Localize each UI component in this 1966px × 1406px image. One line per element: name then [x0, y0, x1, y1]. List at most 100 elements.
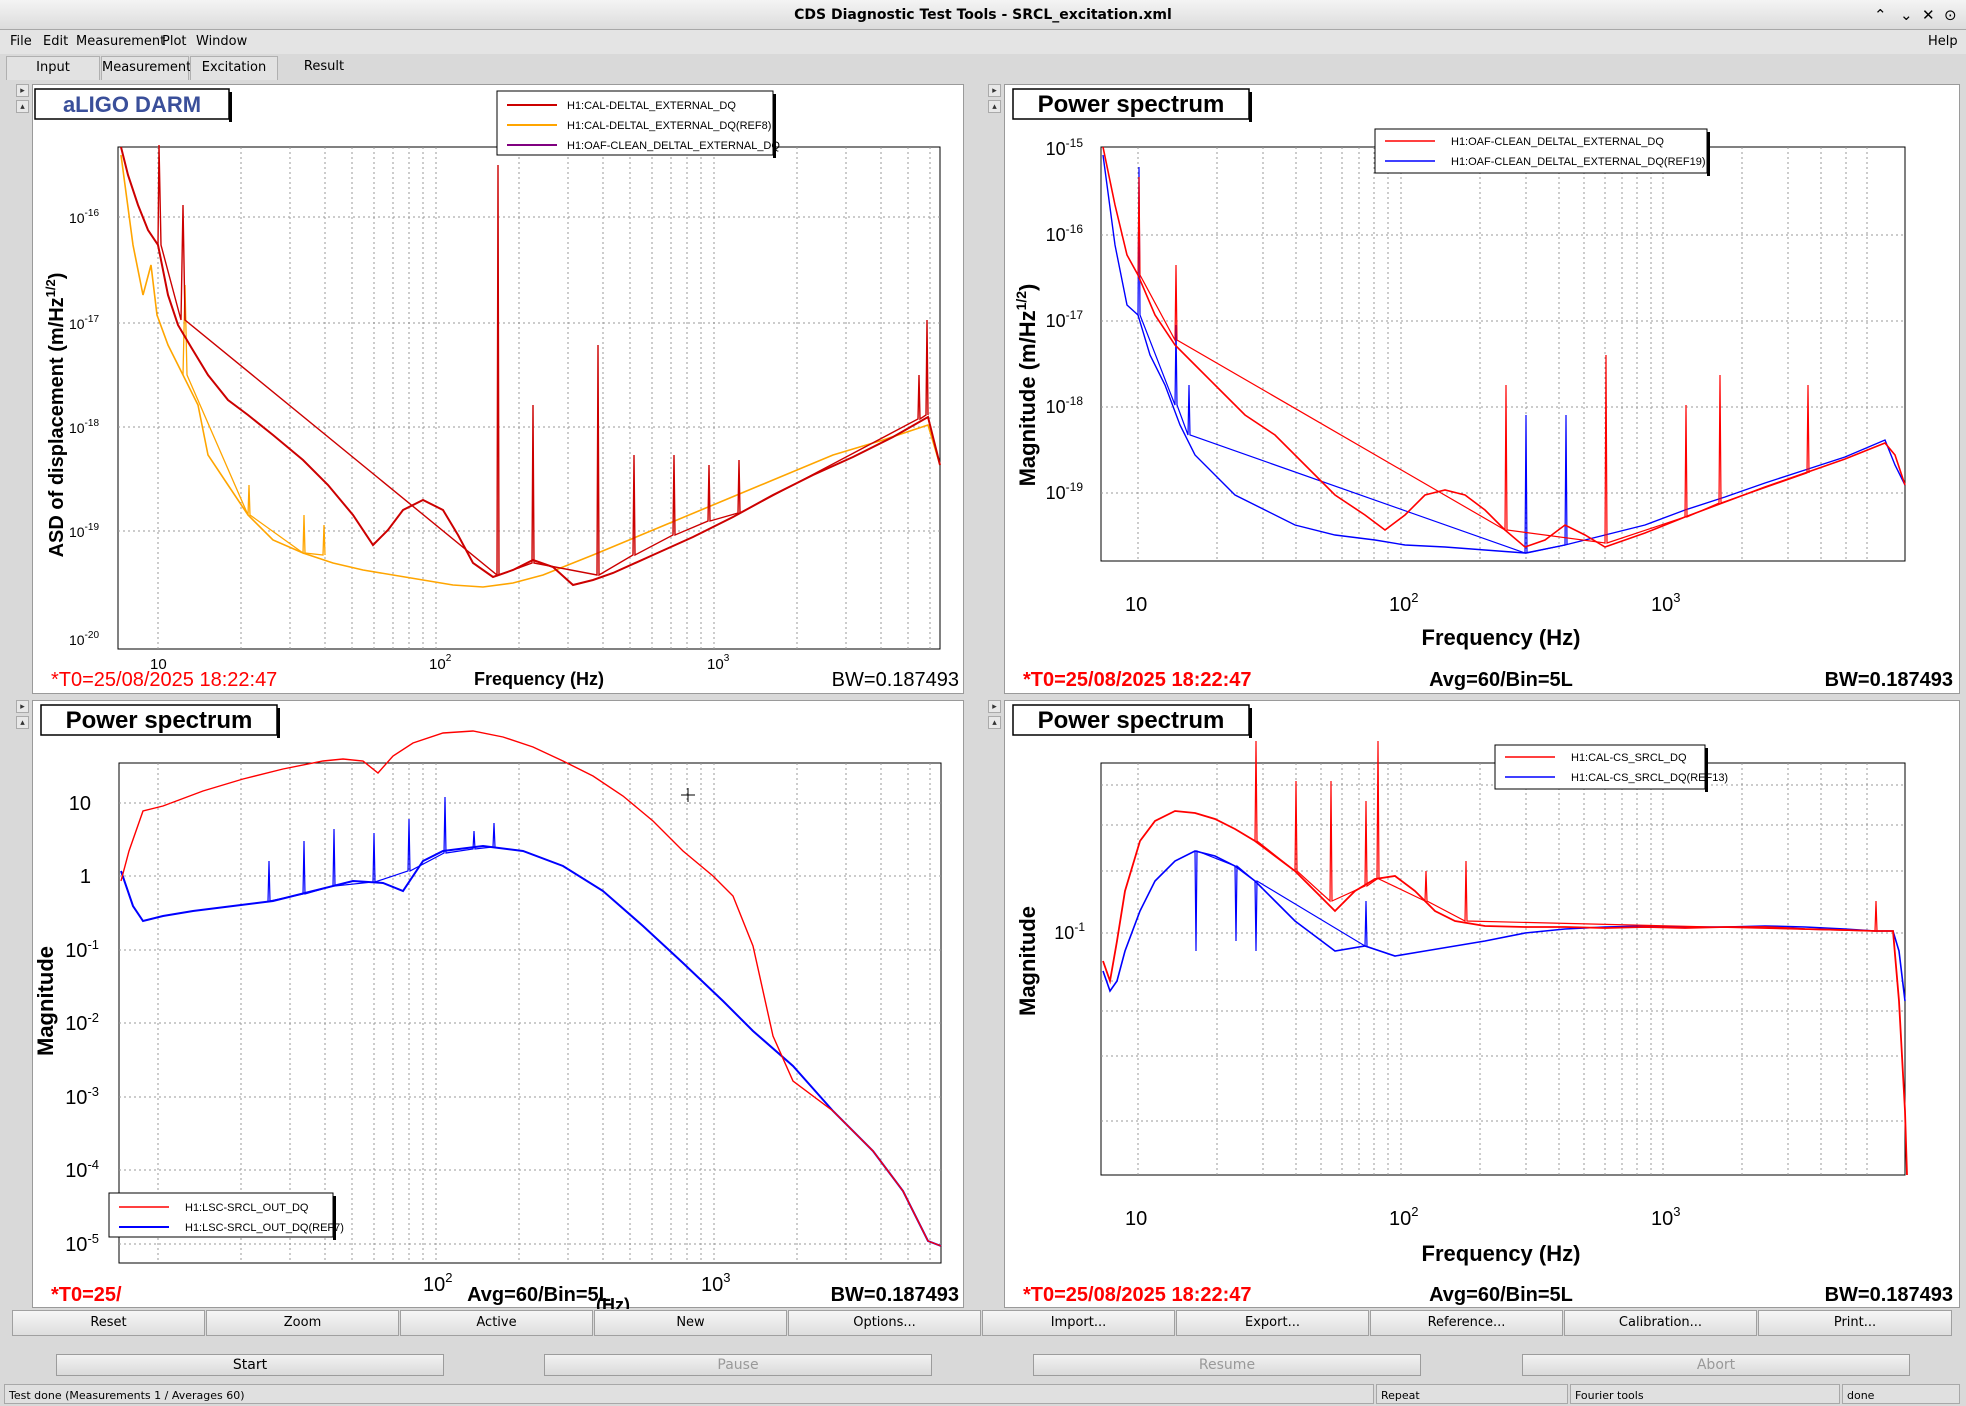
panel2-legend-entry-1: H1:OAF-CLEAN_DELTAL_EXTERNAL_DQ — [1451, 136, 1664, 148]
panel4-x-ticks: 10 102 103 — [1125, 1204, 1680, 1230]
xtick-label: 103 — [1651, 1204, 1680, 1230]
menu-bar: File Edit Measurement Plot Window Help — [0, 30, 1966, 54]
panel3-y-ticks: 10 1 10-1 10-2 10-3 10-4 10-5 — [65, 793, 99, 1256]
new-button[interactable]: New — [594, 1310, 787, 1336]
pause-button[interactable]: Pause — [544, 1354, 932, 1376]
panel2-series-oaf-clean-peaks — [1137, 176, 1810, 544]
panel3-t0-label: *T0=25/ — [51, 1284, 122, 1306]
panel2-plot[interactable]: Power spectrum H1:OAF-CLEAN_DELTAL_EXTER… — [1005, 85, 1961, 695]
arrow-right-icon[interactable]: ▸ — [16, 700, 29, 713]
panel4-series-ref13-peaks — [1194, 850, 1368, 952]
ytick-label: 10 — [69, 793, 91, 815]
panel4-plot[interactable]: Power spectrum H1:CAL-CS_SRCL_DQ H1:CAL-… — [1005, 701, 1961, 1309]
calibration-button[interactable]: Calibration... — [1564, 1310, 1757, 1336]
panel1-legend-entry-2: H1:CAL-DELTAL_EXTERNAL_DQ(REF8) — [567, 120, 771, 132]
panel1-legend[interactable]: H1:CAL-DELTAL_EXTERNAL_DQ H1:CAL-DELTAL_… — [496, 90, 780, 158]
panel4-y-axis-label: Magnitude — [1015, 906, 1040, 1016]
panel4-axes-frame — [1100, 762, 1906, 1176]
zoom-button[interactable]: Zoom — [206, 1310, 399, 1336]
status-tools: Fourier tools — [1570, 1384, 1840, 1404]
arrow-up-icon[interactable]: ▴ — [988, 100, 1001, 113]
xtick-label: 103 — [1651, 590, 1680, 616]
xtick-label: 102 — [423, 1270, 452, 1296]
ytick-label: 10-1 — [1054, 920, 1085, 943]
panel2-y-ticks: 10-15 10-16 10-17 10-18 10-19 — [1046, 136, 1084, 503]
panel3-scroll-arrows[interactable]: ▸ ▴ — [16, 700, 29, 732]
panel1-scroll-arrows[interactable]: ▸ ▴ — [16, 84, 29, 116]
menu-window[interactable]: Window — [196, 34, 248, 49]
maximize-icon[interactable]: ⌄ — [1900, 6, 1913, 24]
arrow-up-icon[interactable]: ▴ — [16, 716, 29, 729]
panel3-avg-label: Avg=60/Bin=5L — [467, 1284, 611, 1306]
options-button[interactable]: Options... — [788, 1310, 981, 1336]
abort-button[interactable]: Abort — [1522, 1354, 1910, 1376]
panel2-axes-frame — [1100, 146, 1906, 562]
ytick-label: 10-2 — [65, 1010, 99, 1035]
resume-button[interactable]: Resume — [1033, 1354, 1421, 1376]
panel1-series-cal-deltal-peaks — [157, 144, 929, 577]
ytick-label: 10-18 — [1046, 394, 1084, 417]
panel1-y-axis-label: ASD of displacement (m/Hz1/2) — [43, 273, 68, 558]
menu-edit[interactable]: Edit — [43, 34, 69, 49]
ytick-label: 10-17 — [1046, 308, 1084, 331]
menu-file[interactable]: File — [10, 34, 32, 49]
active-button[interactable]: Active — [400, 1310, 593, 1336]
xtick-label: 103 — [701, 1270, 730, 1296]
panel-aligo-darm[interactable]: aLIGO DARM H1:CAL-DELTAL_EXTERNAL_DQ H1:… — [32, 84, 964, 694]
menu-plot[interactable]: Plot — [162, 34, 187, 49]
export-button[interactable]: Export... — [1176, 1310, 1369, 1336]
start-button[interactable]: Start — [56, 1354, 444, 1376]
panel2-legend-entry-2: H1:OAF-CLEAN_DELTAL_EXTERNAL_DQ(REF19) — [1451, 156, 1706, 168]
panel-power-spectrum-srcl[interactable]: Power spectrum H1:CAL-CS_SRCL_DQ H1:CAL-… — [1004, 700, 1960, 1308]
window-title: CDS Diagnostic Test Tools - SRCL_excitat… — [794, 7, 1172, 23]
panel3-legend-entry-2: H1:LSC-SRCL_OUT_DQ(REF7) — [185, 1222, 344, 1234]
crosshair-cursor-icon — [681, 788, 695, 802]
panel-power-spectrum-oaf[interactable]: Power spectrum H1:OAF-CLEAN_DELTAL_EXTER… — [1004, 84, 1960, 694]
xtick-label: 102 — [1389, 590, 1418, 616]
arrow-up-icon[interactable]: ▴ — [988, 716, 1001, 729]
ytick-label: 10-17 — [69, 314, 99, 332]
panel3-plot[interactable]: Power spectrum H1:LSC-SRCL_OUT_DQ H1:LSC… — [33, 701, 965, 1315]
arrow-up-icon[interactable]: ▴ — [16, 100, 29, 113]
reset-button[interactable]: Reset — [12, 1310, 205, 1336]
arrow-right-icon[interactable]: ▸ — [988, 84, 1001, 97]
tab-input[interactable]: Input — [6, 56, 100, 80]
panel2-legend[interactable]: H1:OAF-CLEAN_DELTAL_EXTERNAL_DQ H1:OAF-C… — [1374, 128, 1710, 176]
panel1-y-ticks: 10-16 10-17 10-18 10-19 10-20 — [69, 208, 99, 648]
arrow-right-icon[interactable]: ▸ — [16, 84, 29, 97]
ytick-label: 10-4 — [65, 1157, 99, 1182]
panel1-series-cal-deltal — [120, 146, 941, 587]
panel4-legend[interactable]: H1:CAL-CS_SRCL_DQ H1:CAL-CS_SRCL_DQ(REF1… — [1494, 744, 1728, 792]
panel2-scroll-arrows[interactable]: ▸ ▴ — [988, 84, 1001, 116]
status-repeat: Repeat — [1376, 1384, 1568, 1404]
panel2-series-ref19 — [1102, 154, 1906, 554]
panel3-legend[interactable]: H1:LSC-SRCL_OUT_DQ H1:LSC-SRCL_OUT_DQ(RE… — [108, 1192, 344, 1240]
reference-button[interactable]: Reference... — [1370, 1310, 1563, 1336]
menu-measurement[interactable]: Measurement — [76, 34, 166, 49]
print-button[interactable]: Print... — [1758, 1310, 1952, 1336]
menu-help[interactable]: Help — [1928, 34, 1958, 49]
import-button[interactable]: Import... — [982, 1310, 1175, 1336]
tab-excitation[interactable]: Excitation — [190, 56, 278, 80]
arrow-right-icon[interactable]: ▸ — [988, 700, 1001, 713]
panel4-title: Power spectrum — [1038, 707, 1225, 734]
panel4-series-cal-cs-srcl-peaks — [1254, 740, 1878, 932]
panel1-plot[interactable]: aLIGO DARM H1:CAL-DELTAL_EXTERNAL_DQ H1:… — [33, 85, 965, 695]
panel2-y-axis-label: Magnitude (m/Hz1/2) — [1013, 284, 1040, 487]
tab-measurement[interactable]: Measurement — [101, 56, 191, 80]
panel1-series-ref8 — [120, 154, 941, 588]
panel4-scroll-arrows[interactable]: ▸ ▴ — [988, 700, 1001, 732]
panel-power-spectrum-lsc[interactable]: Power spectrum H1:LSC-SRCL_OUT_DQ H1:LSC… — [32, 700, 965, 1315]
ytick-label: 10-15 — [1046, 136, 1084, 159]
panel3-legend-entry-1: H1:LSC-SRCL_OUT_DQ — [185, 1202, 309, 1214]
status-message: Test done (Measurements 1 / Averages 60) — [4, 1384, 1374, 1404]
minimize-icon[interactable]: ⌃ — [1874, 6, 1887, 24]
pin-icon[interactable]: ⊙ — [1944, 6, 1957, 24]
panel1-title: aLIGO DARM — [63, 92, 201, 117]
panel2-x-ticks: 10 102 103 — [1125, 590, 1680, 616]
panel2-title: Power spectrum — [1038, 91, 1225, 118]
xtick-label: 102 — [1389, 1204, 1418, 1230]
status-bar: Test done (Measurements 1 / Averages 60)… — [0, 1383, 1966, 1406]
close-icon[interactable]: ✕ — [1922, 6, 1935, 24]
tab-result[interactable]: Result — [279, 56, 369, 80]
